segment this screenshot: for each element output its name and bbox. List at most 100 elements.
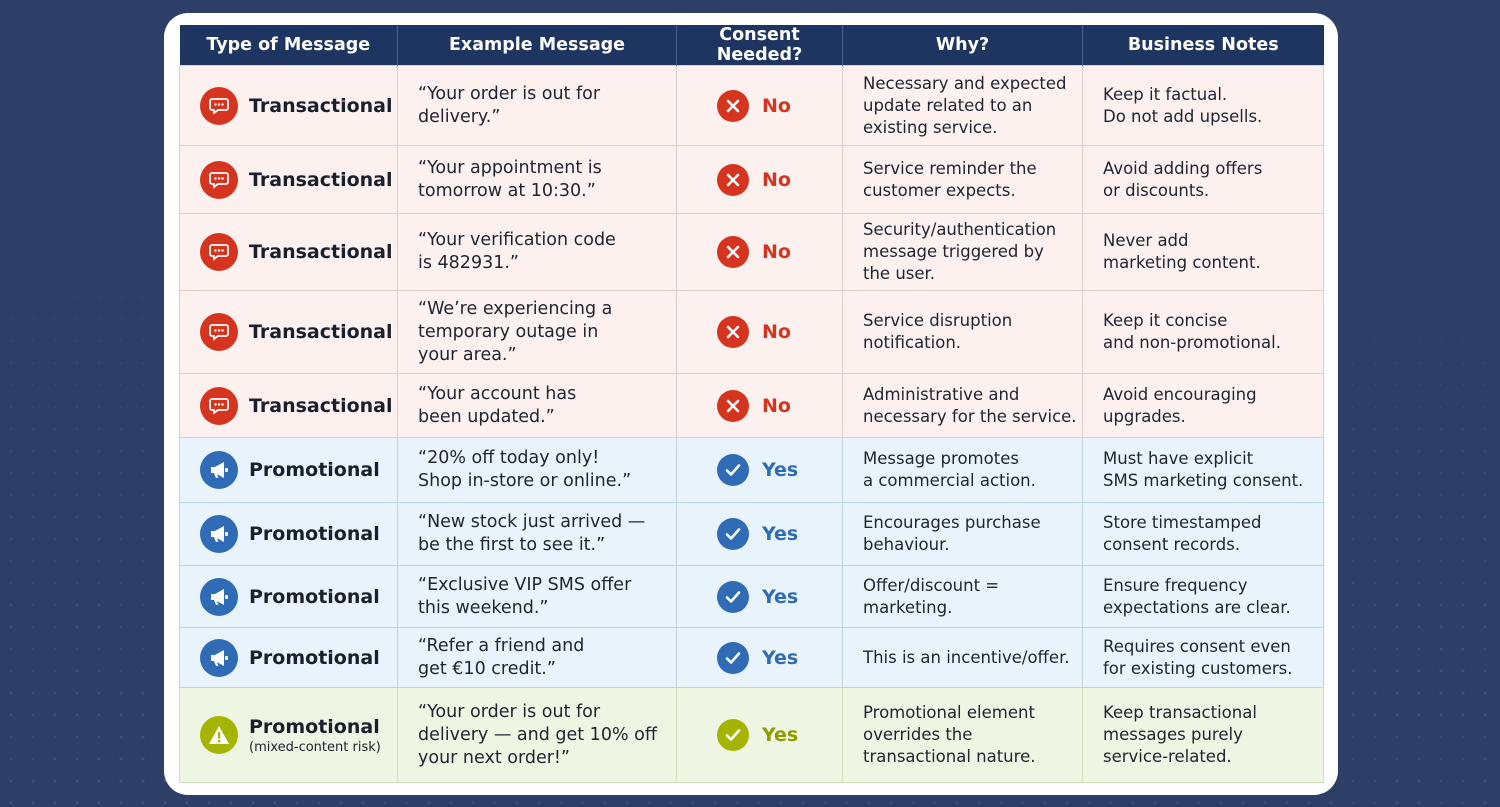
message-bubble-icon	[200, 86, 238, 125]
example-message-cell: “Refer a friend and get €10 credit.”	[397, 627, 677, 688]
message-type-label: Promotional	[249, 585, 380, 608]
business-notes-text: Keep transactional messages purely servi…	[1103, 703, 1257, 766]
type-cell: Transactional	[179, 373, 398, 438]
why-cell: Necessary and expected update related to…	[842, 65, 1083, 146]
check-mark-icon	[717, 580, 749, 613]
business-notes-cell: Must have explicit SMS marketing consent…	[1082, 437, 1324, 503]
message-type-sublabel: (mixed-content risk)	[249, 739, 381, 755]
why-text: Promotional element overrides the transa…	[863, 703, 1036, 766]
header-consent-needed: Consent Needed?	[676, 25, 843, 66]
example-message-cell: “Exclusive VIP SMS offer this weekend.”	[397, 565, 677, 628]
type-cell: Transactional	[179, 65, 398, 146]
consent-cell: Yes	[676, 502, 843, 566]
business-notes-text: Store timestamped consent records.	[1103, 513, 1262, 554]
why-cell: This is an incentive/offer.	[842, 627, 1083, 688]
table-header-row: Type of Message Example Message Consent …	[179, 25, 1324, 66]
consent-value: Yes	[762, 523, 799, 545]
business-notes-text: Keep it factual. Do not add upsells.	[1103, 84, 1263, 126]
consent-value: No	[762, 94, 791, 117]
table-row: Promotional “Exclusive VIP SMS offer thi…	[179, 565, 1324, 628]
message-bubble-icon	[200, 313, 238, 351]
x-mark-icon	[717, 389, 749, 422]
why-text: Offer/discount = marketing.	[863, 575, 1000, 617]
table-row: Promotional “Refer a friend and get €10 …	[179, 627, 1324, 688]
consent-value: No	[762, 168, 791, 191]
example-message-text: “20% off today only! Shop in-store or on…	[418, 448, 632, 491]
example-message-cell: “We’re experiencing a temporary outage i…	[397, 290, 677, 374]
consent-cell: No	[676, 290, 843, 374]
example-message-cell: “20% off today only! Shop in-store or on…	[397, 437, 677, 503]
example-message-text: “Your verification code is 482931.”	[418, 230, 616, 273]
message-type-label: Transactional	[249, 94, 393, 117]
business-notes-text: Avoid adding offers or discounts.	[1103, 158, 1263, 200]
consent-cell: Yes	[676, 627, 843, 688]
consent-cell: No	[676, 373, 843, 438]
why-cell: Service disruption notification.	[842, 290, 1083, 374]
business-notes-cell: Keep it factual. Do not add upsells.	[1082, 65, 1324, 146]
check-mark-icon	[717, 518, 749, 550]
header-why: Why?	[842, 25, 1083, 66]
example-message-text: “Your order is out for delivery — and ge…	[418, 701, 657, 768]
example-message-text: “Refer a friend and get €10 credit.”	[418, 635, 585, 679]
header-type-of-message: Type of Message	[179, 25, 398, 66]
example-message-cell: “Your order is out for delivery.”	[397, 65, 677, 146]
business-notes-cell: Store timestamped consent records.	[1082, 502, 1324, 566]
why-text: Service reminder the customer expects.	[863, 158, 1037, 200]
megaphone-icon	[200, 515, 238, 553]
message-type-label: Transactional	[249, 168, 393, 191]
why-text: Security/authentication message triggere…	[863, 220, 1057, 283]
business-notes-text: Keep it concise and non-promotional.	[1103, 311, 1281, 352]
business-notes-text: Requires consent even for existing custo…	[1103, 636, 1293, 678]
example-message-text: “Exclusive VIP SMS offer this weekend.”	[418, 574, 632, 618]
check-mark-icon	[717, 454, 749, 486]
table-row: Transactional “Your order is out for del…	[179, 65, 1324, 146]
type-cell: Promotional	[179, 437, 398, 503]
business-notes-text: Never add marketing content.	[1103, 231, 1261, 272]
example-message-text: “Your appointment is tomorrow at 10:30.”	[418, 157, 602, 201]
business-notes-text: Ensure frequency expectations are clear.	[1103, 575, 1291, 617]
business-notes-cell: Never add marketing content.	[1082, 213, 1324, 291]
example-message-cell: “New stock just arrived — be the first t…	[397, 502, 677, 566]
consent-value: No	[762, 241, 791, 263]
why-cell: Encourages purchase behaviour.	[842, 502, 1083, 566]
example-message-cell: “Your verification code is 482931.”	[397, 213, 677, 291]
why-cell: Administrative and necessary for the ser…	[842, 373, 1083, 438]
megaphone-icon	[200, 638, 238, 677]
x-mark-icon	[717, 163, 749, 196]
business-notes-cell: Avoid encouraging upgrades.	[1082, 373, 1324, 438]
business-notes-cell: Ensure frequency expectations are clear.	[1082, 565, 1324, 628]
x-mark-icon	[717, 89, 749, 122]
message-type-label: Transactional	[249, 241, 393, 263]
consent-value: Yes	[762, 585, 799, 608]
megaphone-icon	[200, 451, 238, 489]
business-notes-cell: Keep transactional messages purely servi…	[1082, 687, 1324, 783]
type-cell: Transactional	[179, 145, 398, 214]
business-notes-cell: Avoid adding offers or discounts.	[1082, 145, 1324, 214]
table-row: Transactional “Your appointment is tomor…	[179, 145, 1324, 214]
message-type-label: Transactional	[249, 321, 393, 343]
why-cell: Promotional element overrides the transa…	[842, 687, 1083, 783]
why-text: Message promotes a commercial action.	[863, 449, 1036, 490]
consent-cell: Yes	[676, 437, 843, 503]
example-message-text: “We’re experiencing a temporary outage i…	[418, 298, 613, 365]
why-cell: Security/authentication message triggere…	[842, 213, 1083, 291]
message-type-label: Transactional	[249, 394, 393, 417]
example-message-cell: “Your order is out for delivery — and ge…	[397, 687, 677, 783]
message-type-label: Promotional	[249, 715, 380, 738]
x-mark-icon	[717, 316, 749, 348]
type-cell: Promotional	[179, 627, 398, 688]
type-cell: Transactional	[179, 290, 398, 374]
consent-value: Yes	[762, 724, 799, 746]
header-business-notes: Business Notes	[1082, 25, 1324, 66]
table-row: Transactional “We’re experiencing a temp…	[179, 290, 1324, 374]
consent-cell: No	[676, 213, 843, 291]
business-notes-cell: Requires consent even for existing custo…	[1082, 627, 1324, 688]
table-row: Promotional (mixed-content risk) “Your o…	[179, 687, 1324, 783]
message-bubble-icon	[200, 386, 238, 425]
consent-cell: No	[676, 65, 843, 146]
table-row: Transactional “Your account has been upd…	[179, 373, 1324, 438]
megaphone-icon	[200, 577, 238, 616]
example-message-text: “New stock just arrived — be the first t…	[418, 512, 646, 555]
check-mark-icon	[717, 719, 749, 751]
example-message-text: “Your order is out for delivery.”	[418, 83, 601, 127]
